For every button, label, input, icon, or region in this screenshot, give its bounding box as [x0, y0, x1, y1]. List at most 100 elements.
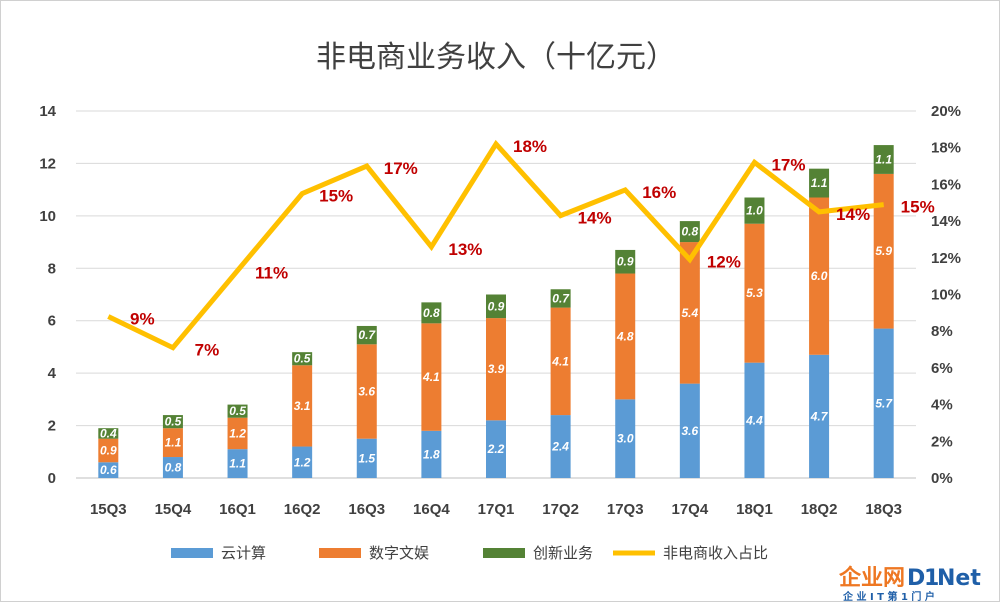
bar-segment-label: 0.8 — [682, 225, 699, 239]
bar-segment — [421, 302, 442, 324]
watermark-brand-d: D — [907, 566, 925, 591]
ratio-point-label: 7% — [195, 341, 220, 360]
bar-segment — [292, 446, 313, 478]
category-labels: 15Q3 15Q4 16Q1 16Q2 16Q3 16Q4 17Q1 17Q2 17Q3 17Q4… — [90, 501, 902, 518]
bar-segment — [356, 438, 377, 478]
bar-segment-label: 1.2 — [229, 426, 246, 440]
bar-segment — [292, 352, 313, 366]
right-axis-tick-label: 0% — [931, 470, 953, 487]
ratio-point-label: 13% — [448, 240, 482, 259]
bar-segment — [873, 145, 894, 174]
bar-segment-label: 0.6 — [100, 463, 117, 477]
bar-segment — [227, 417, 248, 450]
right-axis-tick-label: 14% — [931, 213, 961, 230]
legend-label: 创新业务 — [533, 544, 593, 562]
ratio-point-label: 15% — [319, 187, 353, 206]
bar-segment-label: 4.7 — [810, 409, 829, 423]
bar-segment-label: 0.7 — [358, 328, 376, 342]
left-axis-ticks: 0 2 4 6 8 10 12 14 — [39, 103, 56, 487]
right-axis-tick-label: 8% — [931, 323, 953, 340]
bar-segment — [486, 294, 506, 319]
left-axis-tick-label: 8 — [48, 260, 56, 277]
bar-segment — [550, 289, 571, 308]
legend-swatch — [319, 548, 361, 558]
legend-label: 非电商收入占比 — [663, 544, 768, 562]
ratio-line — [107, 139, 884, 351]
bar-segment — [744, 223, 765, 363]
legend-label: 云计算 — [221, 544, 266, 562]
watermark-brand-net: Net — [937, 566, 981, 591]
bar-segment-label: 0.9 — [100, 443, 117, 457]
bar-segment-label: 3.6 — [358, 384, 375, 398]
bar-segment — [227, 449, 248, 478]
bar-segment — [679, 221, 700, 243]
chart-legend: 云计算 数字文娱 创新业务 非电商收入占比 — [171, 544, 768, 562]
ratio-point-label: 11% — [255, 264, 288, 283]
bar-segment-label: 0.9 — [617, 255, 634, 269]
bar-segment — [98, 462, 119, 478]
bar-segment — [227, 404, 248, 418]
bar-segment-label: 1.8 — [423, 447, 440, 461]
bar-segment — [486, 318, 506, 421]
bar-segment-label: 5.7 — [875, 396, 893, 410]
left-axis-tick-label: 14 — [39, 103, 56, 120]
bar-segment — [873, 173, 894, 329]
bar-segment — [873, 328, 894, 478]
bar-segment-label: 6.0 — [811, 269, 828, 283]
right-axis-tick-label: 16% — [931, 176, 961, 193]
category-label: 16Q2 — [284, 501, 321, 518]
bar-segment — [679, 242, 700, 384]
bar-segment-label: 4.1 — [422, 370, 440, 384]
ratio-point-label: 17% — [771, 155, 805, 174]
category-label: 18Q3 — [865, 501, 902, 518]
bar-segment — [679, 383, 700, 478]
bar-segment — [162, 415, 183, 429]
ratio-line-layer: 9% 7% 11% 15% 17% 13% 18% 14% 16% 12% 17% 14% 15% — [107, 137, 935, 360]
bar-segment — [356, 325, 377, 345]
category-label: 16Q4 — [413, 501, 450, 518]
bar-segment-label: 3.0 — [617, 432, 634, 446]
bar-segment-label: 1.0 — [746, 204, 763, 218]
ratio-point-label: 15% — [901, 198, 935, 217]
bar-segment — [809, 168, 830, 198]
category-label: 18Q1 — [736, 501, 773, 518]
bar-segment — [421, 323, 442, 431]
bar-segment — [615, 273, 636, 400]
left-axis-tick-label: 2 — [48, 418, 56, 435]
bar-segment — [809, 197, 830, 355]
bar-segment — [356, 344, 377, 439]
bar-segment-label: 1.1 — [229, 457, 246, 471]
bar-segment-label: 3.1 — [294, 399, 311, 413]
category-label: 17Q3 — [607, 501, 644, 518]
ratio-point-label: 14% — [836, 205, 870, 224]
bar-segment-label: 4.1 — [551, 354, 569, 368]
ratio-point-label: 14% — [578, 209, 612, 228]
left-axis-tick-label: 4 — [48, 365, 57, 382]
bar-segment-label: 1.2 — [294, 455, 311, 469]
bar-segment-label: 3.9 — [488, 362, 505, 376]
category-label: 16Q3 — [348, 501, 385, 518]
bar-segment-label: 0.5 — [294, 352, 311, 366]
bar-segment-label: 0.5 — [229, 404, 246, 418]
left-axis-tick-label: 6 — [48, 313, 56, 330]
category-label: 18Q2 — [801, 501, 838, 518]
right-axis-tick-label: 12% — [931, 250, 961, 267]
category-label: 15Q4 — [155, 501, 192, 518]
ratio-point-label: 9% — [130, 310, 155, 329]
right-axis-tick-label: 10% — [931, 287, 961, 304]
bar-segment-label: 1.5 — [358, 451, 375, 465]
ratio-point-label: 16% — [642, 183, 676, 202]
bar-segment — [98, 428, 119, 439]
watermark-logo: 企业网 D 1 Net 企 业 I T 第 1 门 户 — [838, 565, 981, 603]
ratio-point-label: 12% — [707, 253, 741, 272]
category-label: 15Q3 — [90, 501, 127, 518]
bar-segment — [162, 457, 183, 478]
stacked-bars: 0.6 0.9 0.4 0.8 1.1 0.5 1.1 1.2 0.5 1.2 3.1 0.5 1.5 3… — [98, 145, 894, 478]
bar-segment — [744, 197, 765, 224]
bar-segment — [550, 415, 571, 478]
bar-segment-label: 1.1 — [165, 436, 182, 450]
watermark-main: 企业网 — [838, 565, 905, 591]
category-label: 17Q4 — [671, 501, 708, 518]
